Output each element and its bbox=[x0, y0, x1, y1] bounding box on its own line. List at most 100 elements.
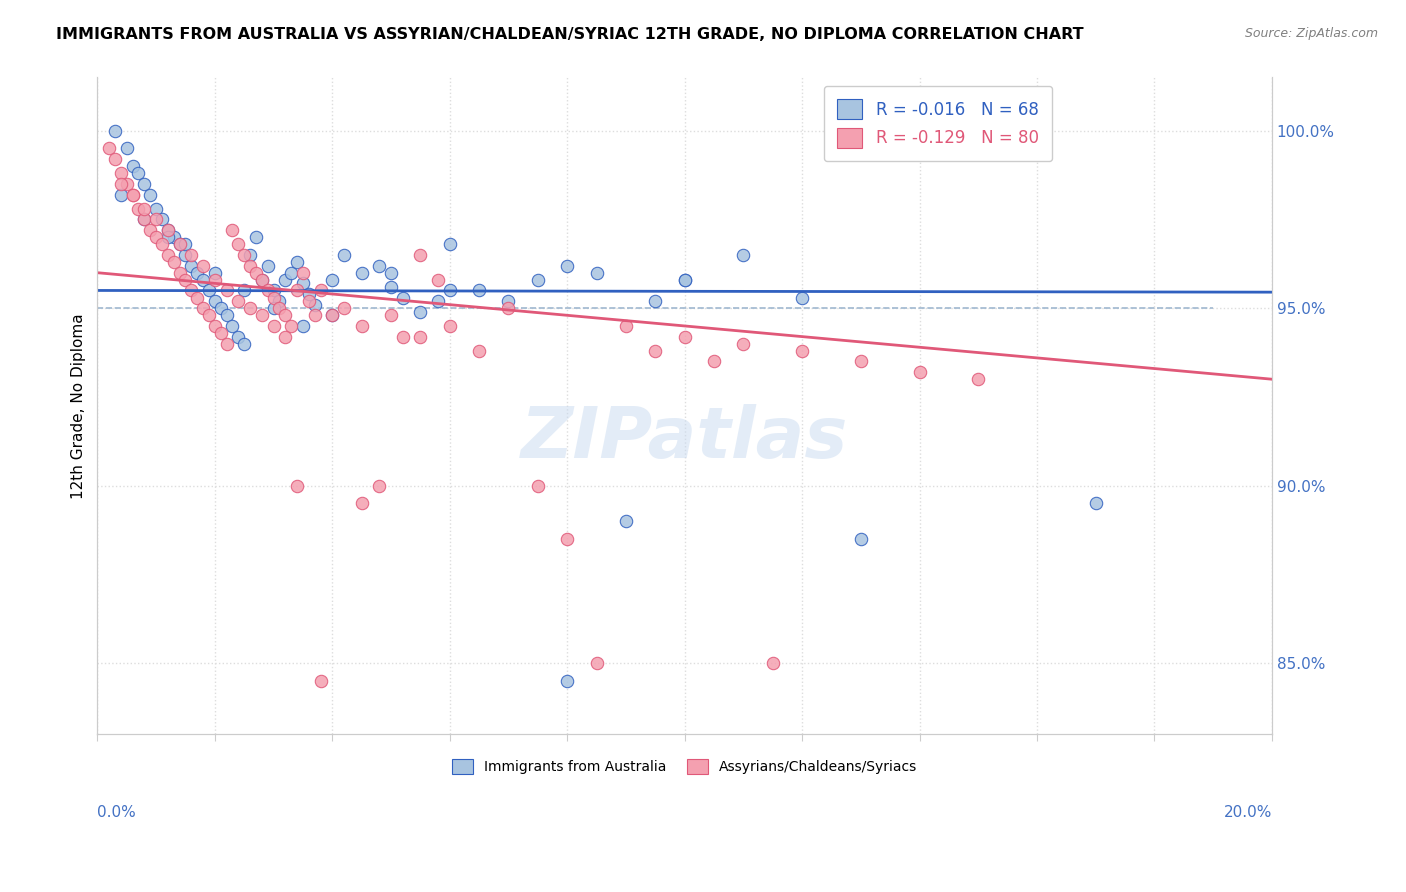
Point bbox=[368, 479, 391, 493]
Point bbox=[250, 273, 273, 287]
Point bbox=[849, 354, 872, 368]
Point bbox=[134, 202, 156, 216]
Point bbox=[555, 259, 578, 273]
Point bbox=[309, 673, 332, 688]
Point bbox=[174, 273, 197, 287]
Point bbox=[110, 166, 132, 180]
Text: IMMIGRANTS FROM AUSTRALIA VS ASSYRIAN/CHALDEAN/SYRIAC 12TH GRADE, NO DIPLOMA COR: IMMIGRANTS FROM AUSTRALIA VS ASSYRIAN/CH… bbox=[56, 27, 1084, 42]
Point bbox=[156, 223, 179, 237]
Point bbox=[762, 657, 785, 671]
Point bbox=[439, 318, 461, 333]
Point bbox=[309, 284, 332, 298]
Point bbox=[204, 273, 226, 287]
Point bbox=[163, 230, 186, 244]
Point bbox=[204, 266, 226, 280]
Point bbox=[644, 343, 666, 358]
Point bbox=[121, 187, 143, 202]
Point bbox=[333, 248, 356, 262]
Point bbox=[703, 354, 725, 368]
Point bbox=[263, 301, 285, 316]
Point bbox=[139, 223, 162, 237]
Point bbox=[121, 187, 143, 202]
Point bbox=[790, 291, 813, 305]
Point bbox=[269, 301, 291, 316]
Point bbox=[134, 212, 156, 227]
Point bbox=[527, 479, 550, 493]
Point bbox=[321, 273, 343, 287]
Point bbox=[263, 318, 285, 333]
Point bbox=[350, 496, 373, 510]
Point bbox=[256, 284, 278, 298]
Y-axis label: 12th Grade, No Diploma: 12th Grade, No Diploma bbox=[72, 313, 86, 499]
Point bbox=[104, 152, 127, 166]
Point bbox=[409, 248, 432, 262]
Point bbox=[215, 284, 238, 298]
Point bbox=[409, 304, 432, 318]
Point bbox=[468, 284, 491, 298]
Point bbox=[263, 284, 285, 298]
Point bbox=[439, 237, 461, 252]
Point bbox=[427, 273, 450, 287]
Point bbox=[291, 277, 314, 291]
Point bbox=[163, 255, 186, 269]
Point bbox=[233, 284, 256, 298]
Point bbox=[285, 284, 308, 298]
Point bbox=[180, 284, 202, 298]
Point bbox=[733, 336, 755, 351]
Point bbox=[233, 248, 256, 262]
Point bbox=[285, 479, 308, 493]
Point bbox=[221, 318, 243, 333]
Point bbox=[150, 212, 173, 227]
Point bbox=[204, 294, 226, 309]
Point bbox=[673, 273, 696, 287]
Point bbox=[263, 291, 285, 305]
Point bbox=[98, 141, 121, 155]
Legend: Immigrants from Australia, Assyrians/Chaldeans/Syriacs: Immigrants from Australia, Assyrians/Cha… bbox=[446, 754, 922, 780]
Point bbox=[115, 141, 138, 155]
Point bbox=[391, 291, 413, 305]
Point bbox=[226, 294, 249, 309]
Point bbox=[409, 329, 432, 343]
Point bbox=[468, 343, 491, 358]
Point bbox=[298, 287, 321, 301]
Point bbox=[790, 343, 813, 358]
Point bbox=[498, 301, 520, 316]
Point bbox=[221, 223, 243, 237]
Point bbox=[226, 237, 249, 252]
Point bbox=[204, 318, 226, 333]
Point bbox=[350, 318, 373, 333]
Point bbox=[391, 329, 413, 343]
Point bbox=[226, 329, 249, 343]
Point bbox=[321, 308, 343, 322]
Point bbox=[156, 248, 179, 262]
Point bbox=[127, 202, 149, 216]
Point bbox=[733, 248, 755, 262]
Point bbox=[585, 657, 607, 671]
Point bbox=[209, 326, 232, 340]
Point bbox=[239, 259, 262, 273]
Point bbox=[280, 318, 302, 333]
Point bbox=[439, 284, 461, 298]
Point bbox=[298, 294, 321, 309]
Point bbox=[169, 237, 191, 252]
Point bbox=[191, 301, 214, 316]
Point bbox=[186, 266, 208, 280]
Point bbox=[156, 230, 179, 244]
Point bbox=[256, 259, 278, 273]
Point bbox=[110, 187, 132, 202]
Point bbox=[585, 266, 607, 280]
Point bbox=[644, 294, 666, 309]
Point bbox=[169, 266, 191, 280]
Point bbox=[198, 308, 221, 322]
Point bbox=[269, 294, 291, 309]
Text: Source: ZipAtlas.com: Source: ZipAtlas.com bbox=[1244, 27, 1378, 40]
Point bbox=[274, 273, 297, 287]
Point bbox=[180, 248, 202, 262]
Point bbox=[134, 212, 156, 227]
Point bbox=[274, 308, 297, 322]
Point bbox=[908, 365, 931, 379]
Point bbox=[104, 124, 127, 138]
Point bbox=[245, 230, 267, 244]
Point bbox=[304, 308, 326, 322]
Point bbox=[291, 318, 314, 333]
